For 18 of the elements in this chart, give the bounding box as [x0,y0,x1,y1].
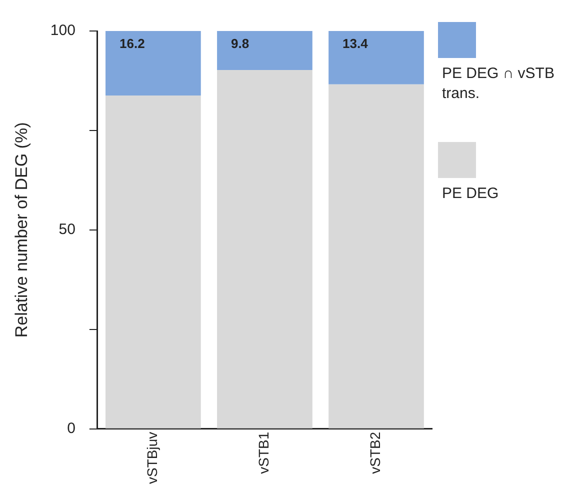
y-tick-label: 100 [50,22,76,40]
data-label: 9.8 [231,36,250,52]
y-tick-label: 0 [67,420,76,438]
x-tick-label: vSTB1 [256,432,272,474]
bar [217,31,312,70]
legend-label: PE DEG [442,184,500,204]
bar [217,70,312,428]
data-label: 13.4 [342,36,369,52]
legend-label: PE DEG ∩ vSTB trans. [442,64,556,104]
y-tick-label: 50 [58,221,76,238]
bar [328,31,424,84]
bar [106,95,201,428]
data-label: 16.2 [120,36,145,52]
bar [328,84,424,428]
bar [106,31,201,96]
x-tick-label: vSTBjuv [144,432,160,484]
x-tick-label: vSTB2 [367,432,384,474]
y-axis-title: Relative number of DEG (%) [12,122,31,338]
